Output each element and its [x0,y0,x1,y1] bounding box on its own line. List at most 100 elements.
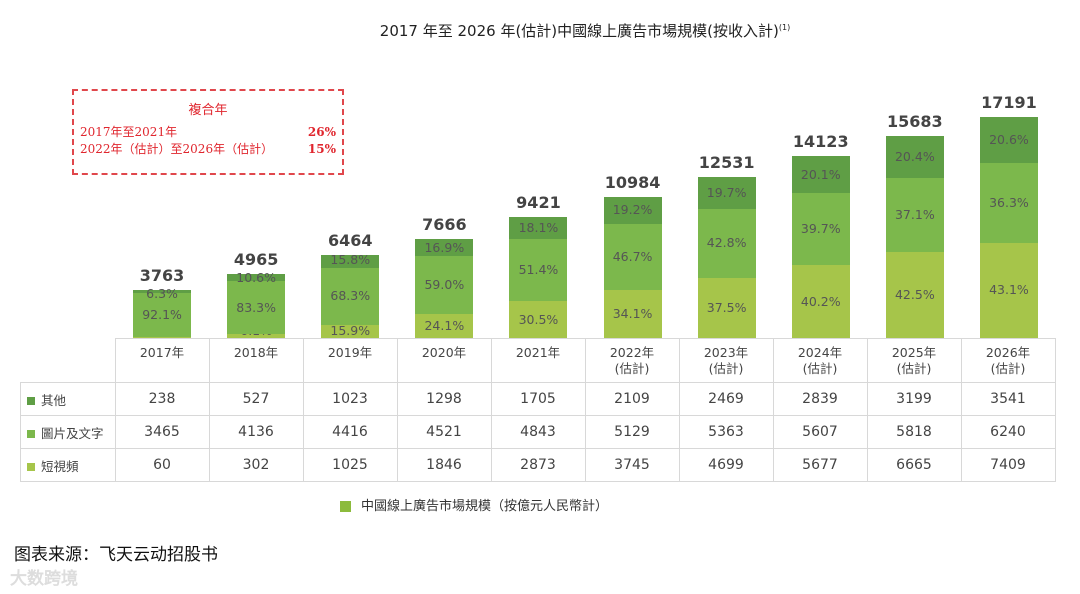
table-cell: 6665 [866,448,962,482]
table-cell: 2839 [772,382,868,416]
table-cell: 4521 [396,415,492,449]
percent-label: 42.8% [706,235,747,251]
data-table: 2017年 2018年 2019年 2020年 2021年 2022年 (估計) 2023年(… [20,338,1056,482]
watermark: 大数跨境 [10,569,78,589]
bar-segment [415,256,474,315]
chart-title: 2017 年至 2026 年(估計)中國線上廣告市場規模(按收入計)(1) [379,22,791,40]
cagr-label: 2022年（估計）至2026年（估計） [80,142,274,156]
bar-segment [133,337,192,338]
table-cell: 1025 [302,448,398,482]
bar-segment [603,196,662,224]
category-label: 2022年 (估計) [584,338,680,383]
bar-segment [885,177,944,253]
category-label: 2018年 [208,338,304,383]
category-label-line: 2023年 [703,345,749,360]
category-label: 2020年 [396,338,492,383]
series-swatch [27,463,35,471]
percent-label: 30.5% [518,311,559,327]
total-label: 17191 [981,93,1037,112]
total-label: 4965 [233,250,279,270]
legend-swatch [340,501,351,512]
category-label-line: 2021年 [515,345,561,360]
category-label-line: 2020年 [421,345,467,360]
total-label: 12531 [698,152,755,172]
category-label: 2025年 (估計) [866,338,962,383]
table-cell: 5677 [772,448,868,482]
percent-label: 20.6% [989,131,1029,147]
category-label: 2019年 [302,338,398,383]
bar-segment [133,289,192,293]
total-label: 14123 [792,132,849,152]
bar-segment [509,301,568,338]
table-cell: 5129 [584,415,680,449]
bar-segment [885,136,944,178]
table-cell: 4136 [208,415,304,449]
table-row: 其他 238 527 1023 1298 1705 2109 2469 2839 3199 3541 [20,382,1056,416]
total-label: 3763 [139,265,185,285]
category-label-line: 2019年 [327,345,373,360]
category-label-line: 2017年 [139,345,185,360]
table-cell: 5818 [866,415,962,449]
table-cell: 4699 [678,448,774,482]
bar-segment [415,314,474,338]
bar-segment [697,176,756,209]
bar-segment [415,239,474,257]
percent-label: 37.5% [706,299,747,315]
table-cell: 4416 [302,415,398,449]
cagr-row: 2022年（估計）至2026年（估計） 15% [74,141,342,158]
percent-label: 18.1% [518,219,559,235]
bar-segment [227,280,286,335]
bar-segment [697,208,756,278]
percent-label: 37.1% [894,206,935,222]
total-label: 6464 [327,230,373,250]
bar-segment [697,277,756,338]
cagr-value: 26% [307,125,336,139]
bar-segment [603,289,662,338]
table-cell: 2469 [678,382,774,416]
percent-label: 19.2% [612,202,653,218]
table-cell: 6240 [960,415,1056,449]
series-label: 其他 [20,382,116,416]
table-row: 短視頻 60 302 1025 1846 2873 3745 4699 5677 6665 7409 [20,448,1056,482]
legend-label: 中國線上廣告市場規模（按億元人民幣計） [361,499,609,514]
cagr-row: 2017年至2021年 26% [74,124,342,141]
table-cell: 302 [208,448,304,482]
series-name: 短視頻 [41,458,79,474]
bar-segment [321,254,380,269]
percent-label: 16.9% [424,239,465,255]
table-cell: 527 [208,382,304,416]
category-label: 2023年 (估計) [678,338,774,383]
bar-segment [979,242,1038,338]
bar-segment [321,268,380,325]
category-label: 2017年 [114,338,210,383]
category-label: 2026年 (估計) [960,338,1056,383]
bar-segment [133,292,192,338]
series-label: 短視頻 [20,448,116,482]
percent-label: 51.4% [518,261,559,277]
series-swatch [27,430,35,438]
category-label-line: (估計) [614,361,650,376]
percent-label: 20.1% [800,166,841,182]
bar-segment [979,162,1038,243]
table-cell: 2109 [584,382,680,416]
percent-label: 10.6% [236,270,276,286]
percent-label: 83.3% [236,299,276,315]
bar-segment [227,274,286,281]
bar-segment [321,324,380,338]
category-label: 2021年 [490,338,586,383]
series-label: 圖片及文字 [20,415,116,449]
bar-segment [791,192,850,266]
category-label-line: 2024年 [797,345,843,360]
table-cell: 3745 [584,448,680,482]
category-label-line: 2026年 [985,345,1031,360]
series-name: 圖片及文字 [41,425,104,441]
bar-segment [227,334,286,338]
bar-segment [603,223,662,290]
table-cell: 5363 [678,415,774,449]
percent-label: 6.3% [146,285,178,301]
category-label-line: 2025年 [891,345,937,360]
total-label: 7666 [422,215,467,235]
percent-label: 40.2% [800,293,841,309]
percent-label: 20.4% [894,148,935,164]
bar-segment [791,156,850,193]
